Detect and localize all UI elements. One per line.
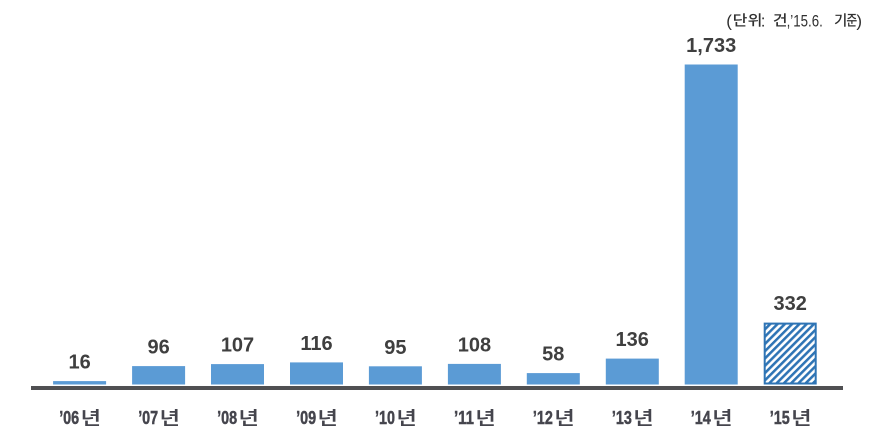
svg-text:’06: ’06 <box>59 408 79 428</box>
svg-text:’07: ’07 <box>138 408 158 428</box>
svg-text:(: ( <box>726 11 732 30</box>
svg-text:332: 332 <box>774 293 807 315</box>
svg-text:’12: ’12 <box>533 408 553 428</box>
svg-text:’10: ’10 <box>375 408 395 428</box>
svg-text:16: 16 <box>68 352 90 374</box>
svg-text:96: 96 <box>147 337 169 359</box>
svg-text:): ) <box>856 11 862 30</box>
svg-text:116: 116 <box>300 333 332 355</box>
svg-text:’09: ’09 <box>296 408 316 428</box>
svg-text::: : <box>761 11 766 30</box>
svg-text:58: 58 <box>542 344 564 366</box>
svg-text:95: 95 <box>384 337 406 359</box>
svg-text:’13: ’13 <box>612 408 632 428</box>
svg-text:’15: ’15 <box>770 408 790 428</box>
svg-text:’08: ’08 <box>217 408 237 428</box>
svg-text:,’15.6.: ,’15.6. <box>787 11 823 30</box>
svg-text:108: 108 <box>458 335 491 357</box>
svg-text:136: 136 <box>616 329 649 351</box>
svg-text:’14: ’14 <box>691 408 711 428</box>
svg-text:’11: ’11 <box>454 408 474 428</box>
svg-text:107: 107 <box>221 335 254 357</box>
svg-text:1,733: 1,733 <box>686 35 736 57</box>
